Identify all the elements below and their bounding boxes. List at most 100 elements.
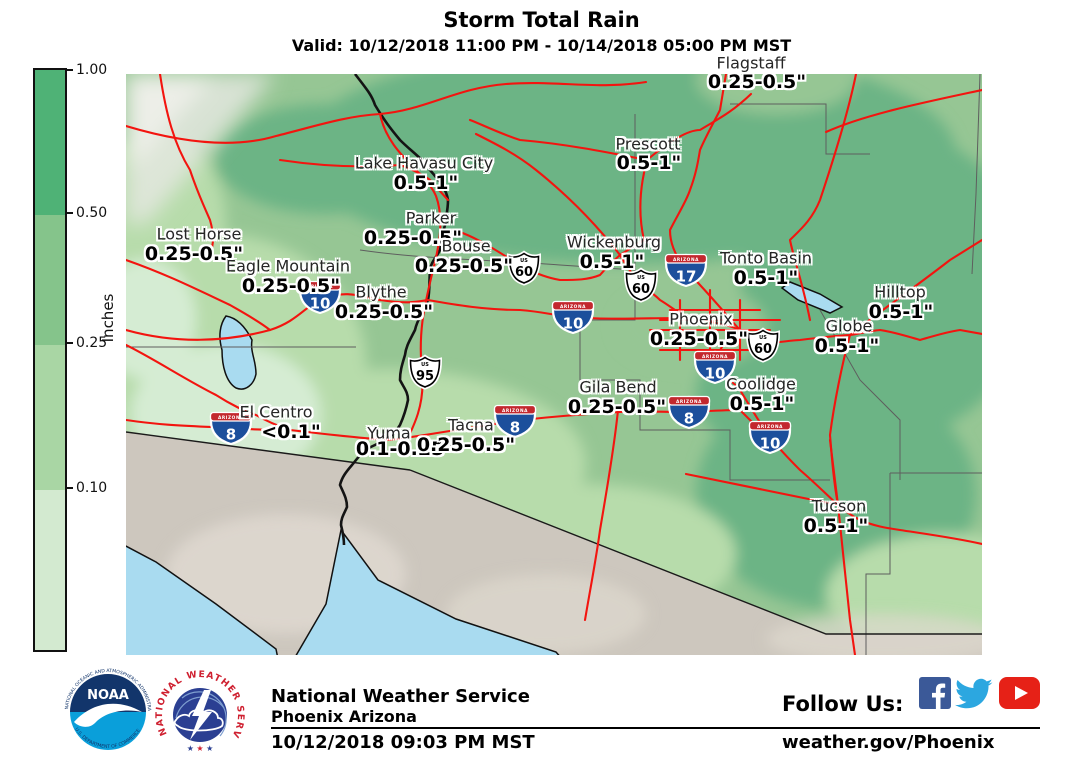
city-rainfall-value: 0.25-0.5": [363, 227, 463, 249]
tick-mark: [67, 69, 73, 71]
city-rainfall-value: 0.1-0.25": [355, 438, 455, 460]
city-rainfall-value: 0.5-1": [814, 335, 880, 357]
interstate-10-shield: ARIZONA 10: [550, 299, 596, 335]
svg-text:8: 8: [226, 426, 236, 444]
tick-label-050: 0.50: [76, 205, 108, 221]
svg-text:8: 8: [684, 410, 694, 428]
svg-text:ARIZONA: ARIZONA: [307, 284, 333, 290]
rainfall-colorbar: [33, 68, 67, 652]
colorbar-axis-label: Inches: [99, 293, 117, 343]
youtube-icon[interactable]: [999, 677, 1040, 709]
twitter-icon[interactable]: [955, 677, 995, 710]
city-name: Flagstaff: [716, 53, 786, 73]
us-route-95-shield: US 95: [407, 354, 443, 390]
svg-text:60: 60: [632, 282, 650, 297]
svg-text:10: 10: [705, 365, 726, 383]
svg-text:10: 10: [563, 315, 584, 333]
city-rainfall-value: 0.25-0.5": [567, 396, 667, 418]
city-rainfall-value: 0.25-0.5": [144, 243, 244, 265]
state-borders: [126, 431, 982, 635]
highways: [126, 74, 982, 655]
roosevelt-lake: [780, 281, 844, 314]
footer-url[interactable]: weather.gov/Phoenix: [782, 732, 995, 753]
city-rainfall-value: <0.1": [261, 421, 321, 443]
city-rainfall-value: 0.25-0.5": [414, 255, 514, 277]
footer-issued-time: 10/12/2018 09:03 PM MST: [271, 732, 535, 753]
nws-lightning-bolt: [190, 690, 212, 740]
city-name: Gila Bend: [579, 377, 657, 397]
interstate-10-shield: ARIZONA 10: [692, 349, 738, 385]
city-name: Eagle Mountain: [226, 256, 350, 276]
gulf-west: [126, 545, 278, 655]
phoenix-metro-roads: [648, 288, 782, 372]
svg-text:ARIZONA: ARIZONA: [702, 354, 728, 360]
footer-divider: [271, 727, 1040, 729]
tick-mark: [67, 342, 73, 344]
interstate-10-shield: ARIZONA 10: [297, 279, 343, 315]
interstate-8-shield: ARIZONA 8: [208, 410, 254, 446]
noaa-logo-text: NOAA: [87, 688, 129, 703]
city-name: Tacna: [448, 415, 494, 435]
city-rainfall-value: 0.5-1": [803, 515, 869, 537]
svg-text:US: US: [421, 362, 429, 368]
interstate-17-shield: ARIZONA 17: [663, 252, 709, 288]
svg-text:10: 10: [760, 435, 781, 453]
us-route-60-shield: US 60: [623, 267, 659, 303]
city-name: Hilltop: [874, 282, 926, 302]
facebook-icon[interactable]: [919, 677, 951, 709]
footer-org-name: National Weather Service: [271, 686, 530, 707]
colorado-river: [338, 74, 450, 546]
city-rainfall-value: 0.5-1": [616, 152, 682, 174]
interstate-10-shield: ARIZONA 10: [747, 419, 793, 455]
svg-text:ARIZONA: ARIZONA: [560, 304, 586, 310]
tick-label-025: 0.25: [76, 335, 108, 351]
gulf-of-california: [295, 528, 560, 655]
svg-text:8: 8: [510, 419, 520, 437]
city-name: Wickenburg: [566, 232, 662, 252]
svg-text:US: US: [759, 335, 767, 341]
follow-us-label: Follow Us:: [782, 692, 904, 716]
nws-stars: ★ ★ ★: [187, 744, 214, 753]
svg-text:17: 17: [676, 268, 697, 286]
svg-text:ARIZONA: ARIZONA: [676, 399, 702, 405]
interstate-8-shield: ARIZONA 8: [666, 394, 712, 430]
city-rainfall-value: 0.25-0.5": [241, 275, 341, 297]
city-name: Prescott: [615, 134, 681, 154]
colorbar-seg-025-050: [35, 215, 65, 345]
colorbar-seg-000-010: [35, 490, 65, 650]
city-rainfall-value: 0.5-1": [729, 393, 795, 415]
svg-text:60: 60: [754, 342, 772, 357]
svg-text:ARIZONA: ARIZONA: [502, 408, 528, 414]
svg-text:10: 10: [310, 295, 331, 313]
city-name: Tonto Basin: [720, 248, 812, 268]
nws-logo: NATIONAL WEATHER SERVICE ★ ★ ★: [154, 666, 245, 756]
svg-text:95: 95: [416, 369, 434, 384]
interstate-8-shield: ARIZONA 8: [492, 403, 538, 439]
colorbar-seg-050-100: [35, 70, 65, 215]
rainfall-shading: [126, 74, 982, 655]
city-rainfall-value: 0.25-0.5": [707, 71, 807, 93]
city-name: Lost Horse: [156, 224, 242, 244]
city-name: Tucson: [811, 496, 867, 516]
tick-label-100: 1.00: [76, 62, 108, 78]
city-name: Bouse: [441, 236, 491, 256]
city-name: Globe: [825, 316, 873, 336]
noaa-logo: NOAA NATIONAL OCEANIC AND ATMOSPHERIC AD…: [62, 666, 152, 756]
us-route-60-shield: US 60: [745, 327, 781, 363]
city-name: Lake Havasu City: [354, 153, 494, 173]
city-name: El Centro: [239, 402, 313, 422]
colorbar-seg-010-025: [35, 345, 65, 490]
tick-mark: [67, 212, 73, 214]
city-rainfall-value: 0.5-1": [733, 267, 799, 289]
city-rainfall-value: 0.5-1": [579, 251, 645, 273]
svg-text:60: 60: [515, 265, 533, 280]
page-title: Storm Total Rain: [443, 8, 640, 32]
valid-period: Valid: 10/12/2018 11:00 PM - 10/14/2018 …: [291, 36, 792, 55]
city-rainfall-value: 0.25-0.5": [649, 328, 749, 350]
city-name: Phoenix: [669, 309, 733, 329]
terrain-highlight: [126, 74, 276, 224]
city-rainfall-value: 0.5-1": [393, 172, 459, 194]
county-borders: [126, 74, 982, 655]
footer-office-name: Phoenix Arizona: [271, 707, 417, 726]
city-rainfall-value: 0.25-0.5": [416, 434, 516, 456]
